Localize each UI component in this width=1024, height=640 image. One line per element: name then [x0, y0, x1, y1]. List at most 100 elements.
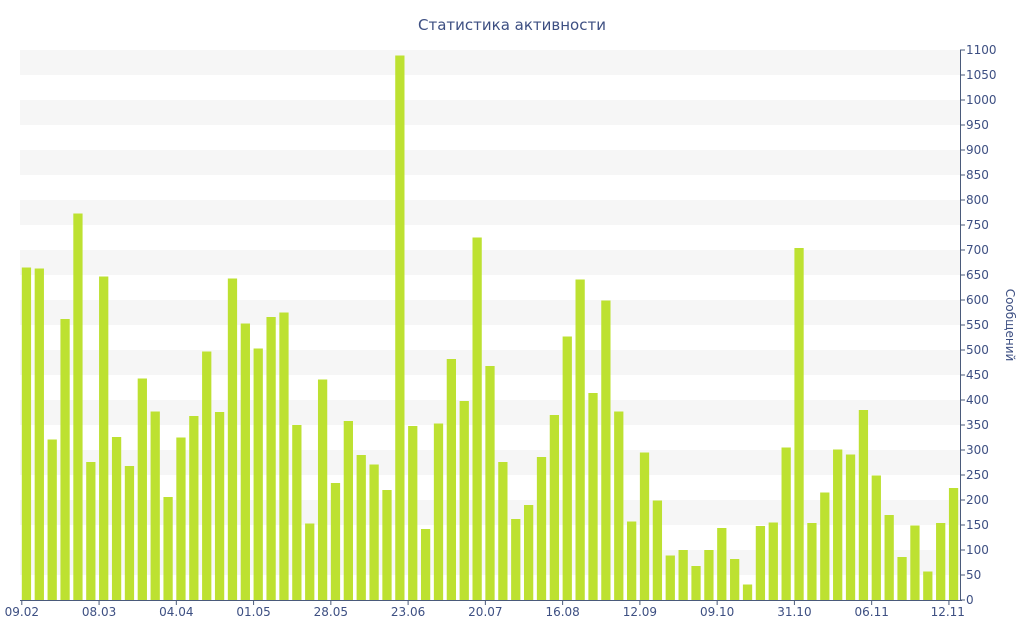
bar[interactable]	[382, 490, 392, 600]
bar[interactable]	[420, 529, 431, 600]
bar[interactable]	[137, 378, 147, 601]
bar[interactable]	[459, 401, 469, 600]
bar[interactable]	[34, 268, 44, 601]
bar[interactable]	[356, 455, 366, 600]
bar[interactable]	[627, 521, 637, 601]
bar[interactable]	[549, 415, 560, 600]
bar[interactable]	[678, 550, 688, 600]
bar[interactable]	[704, 550, 714, 600]
x-tick-label: 01.05	[236, 605, 270, 619]
bar[interactable]	[820, 492, 830, 601]
x-tick-label: 12.09	[623, 605, 657, 619]
bar[interactable]	[897, 557, 907, 600]
bar[interactable]	[948, 488, 959, 600]
bar[interactable]	[871, 475, 881, 601]
bar[interactable]	[562, 336, 572, 601]
bar[interactable]	[60, 319, 70, 600]
bar[interactable]	[910, 525, 920, 601]
bar[interactable]	[163, 497, 173, 600]
bar[interactable]	[768, 522, 778, 601]
bar[interactable]	[369, 464, 379, 601]
y-axis-title: Сообщений	[1003, 289, 1017, 362]
bar[interactable]	[730, 559, 740, 600]
bar[interactable]	[150, 411, 160, 601]
bar[interactable]	[227, 278, 238, 601]
y-tick-label: 50	[966, 568, 981, 582]
grid-band	[20, 150, 960, 175]
y-tick-label: 1000	[966, 93, 997, 107]
bar[interactable]	[266, 317, 276, 600]
bar[interactable]	[485, 366, 495, 600]
bar[interactable]	[884, 515, 894, 600]
bar[interactable]	[240, 323, 250, 601]
grid-band	[20, 50, 960, 75]
y-tick-label: 800	[966, 193, 989, 207]
bar[interactable]	[717, 528, 727, 600]
grid-band	[20, 100, 960, 125]
bar[interactable]	[111, 437, 122, 600]
bar[interactable]	[691, 566, 701, 600]
x-tick-label: 28.05	[314, 605, 348, 619]
bar[interactable]	[601, 300, 611, 601]
y-tick-label: 350	[966, 418, 989, 432]
bar[interactable]	[536, 457, 547, 600]
bar[interactable]	[511, 519, 521, 600]
bar[interactable]	[742, 584, 753, 601]
bar[interactable]	[214, 412, 225, 600]
bar[interactable]	[523, 505, 534, 600]
bar[interactable]	[433, 423, 444, 601]
y-tick-label: 450	[966, 368, 989, 382]
bar[interactable]	[317, 379, 328, 601]
grid-band	[20, 300, 960, 325]
bar[interactable]	[936, 523, 946, 600]
bar[interactable]	[124, 466, 135, 600]
bar[interactable]	[755, 526, 766, 600]
bar[interactable]	[305, 523, 315, 601]
bar[interactable]	[781, 447, 791, 601]
bar[interactable]	[665, 555, 675, 601]
bar[interactable]	[446, 359, 456, 600]
bar[interactable]	[86, 462, 96, 600]
x-tick-label: 08.03	[82, 605, 116, 619]
bar[interactable]	[639, 452, 650, 601]
bar[interactable]	[807, 523, 817, 600]
bar[interactable]	[330, 483, 341, 600]
bar[interactable]	[202, 351, 212, 601]
bar[interactable]	[614, 411, 624, 601]
x-tick-label: 12.11	[931, 605, 965, 619]
bar[interactable]	[652, 500, 663, 601]
y-tick-label: 100	[966, 543, 989, 557]
bar[interactable]	[395, 55, 405, 601]
bar[interactable]	[858, 410, 869, 600]
bar[interactable]	[794, 248, 804, 600]
bar[interactable]	[279, 312, 289, 601]
y-tick-label: 650	[966, 268, 989, 282]
x-tick-label: 09.02	[5, 605, 39, 619]
y-tick-label: 0	[966, 593, 974, 607]
bar[interactable]	[408, 426, 418, 600]
bar[interactable]	[73, 213, 83, 601]
bar[interactable]	[845, 454, 856, 601]
y-tick-label: 900	[966, 143, 989, 157]
bar[interactable]	[189, 416, 199, 600]
grid-band	[20, 200, 960, 225]
y-tick-label: 500	[966, 343, 989, 357]
bar[interactable]	[833, 449, 843, 601]
x-tick-label: 16.08	[545, 605, 579, 619]
y-tick-label: 150	[966, 518, 989, 532]
x-tick-label: 20.07	[468, 605, 502, 619]
x-tick-label: 06.11	[854, 605, 888, 619]
bar[interactable]	[99, 276, 109, 601]
bar[interactable]	[21, 267, 32, 601]
bar[interactable]	[575, 279, 585, 601]
bar[interactable]	[253, 348, 263, 601]
bar[interactable]	[498, 462, 508, 600]
bar[interactable]	[588, 393, 598, 600]
bar[interactable]	[472, 237, 482, 601]
bar[interactable]	[343, 421, 353, 600]
y-tick-label: 300	[966, 443, 989, 457]
bar[interactable]	[47, 439, 57, 601]
bar[interactable]	[176, 437, 186, 601]
bar[interactable]	[923, 571, 933, 601]
bar[interactable]	[292, 425, 302, 600]
